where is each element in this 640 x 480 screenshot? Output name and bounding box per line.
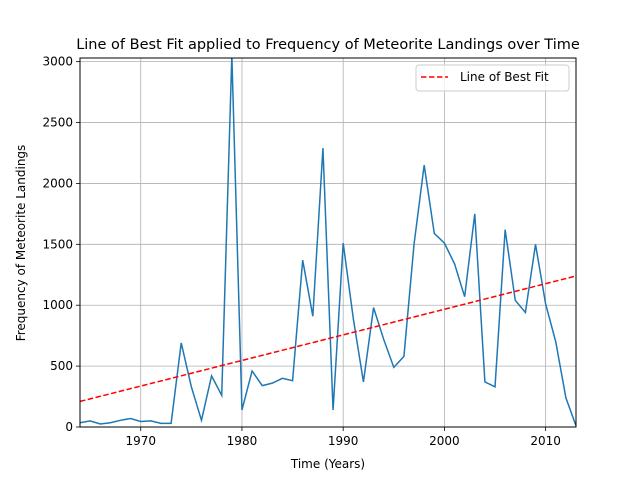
y-tick-label: 2000 xyxy=(42,176,73,190)
y-tick-label: 500 xyxy=(50,359,73,373)
y-axis: 0 500 1000 1500 2000 2500 3000 xyxy=(42,55,80,434)
x-axis-label: Time (Years) xyxy=(290,457,365,471)
x-tick-label: 1970 xyxy=(125,434,156,448)
grid xyxy=(80,58,576,428)
y-tick-label: 2500 xyxy=(42,116,73,130)
y-axis-label: Frequency of Meteorite Landings xyxy=(14,145,28,342)
x-tick-label: 1980 xyxy=(227,434,258,448)
plot-area xyxy=(80,58,576,427)
x-axis: 1970 1980 1990 2000 2010 xyxy=(125,427,561,448)
x-tick-label: 1990 xyxy=(328,434,359,448)
y-tick-label: 3000 xyxy=(42,55,73,69)
legend: Line of Best Fit xyxy=(415,64,570,92)
chart-title: Line of Best Fit applied to Frequency of… xyxy=(76,37,580,53)
y-tick-label: 1000 xyxy=(42,298,73,312)
axes-frame xyxy=(79,57,577,428)
x-tick-label: 2010 xyxy=(530,434,561,448)
x-tick-label: 2000 xyxy=(429,434,460,448)
meteorite-landings-line xyxy=(80,58,576,427)
y-tick-label: 1500 xyxy=(42,237,73,251)
legend-label-fit: Line of Best Fit xyxy=(460,70,549,84)
y-tick-label: 0 xyxy=(65,420,73,434)
best-fit-line xyxy=(80,275,576,403)
legend-box xyxy=(415,64,570,92)
